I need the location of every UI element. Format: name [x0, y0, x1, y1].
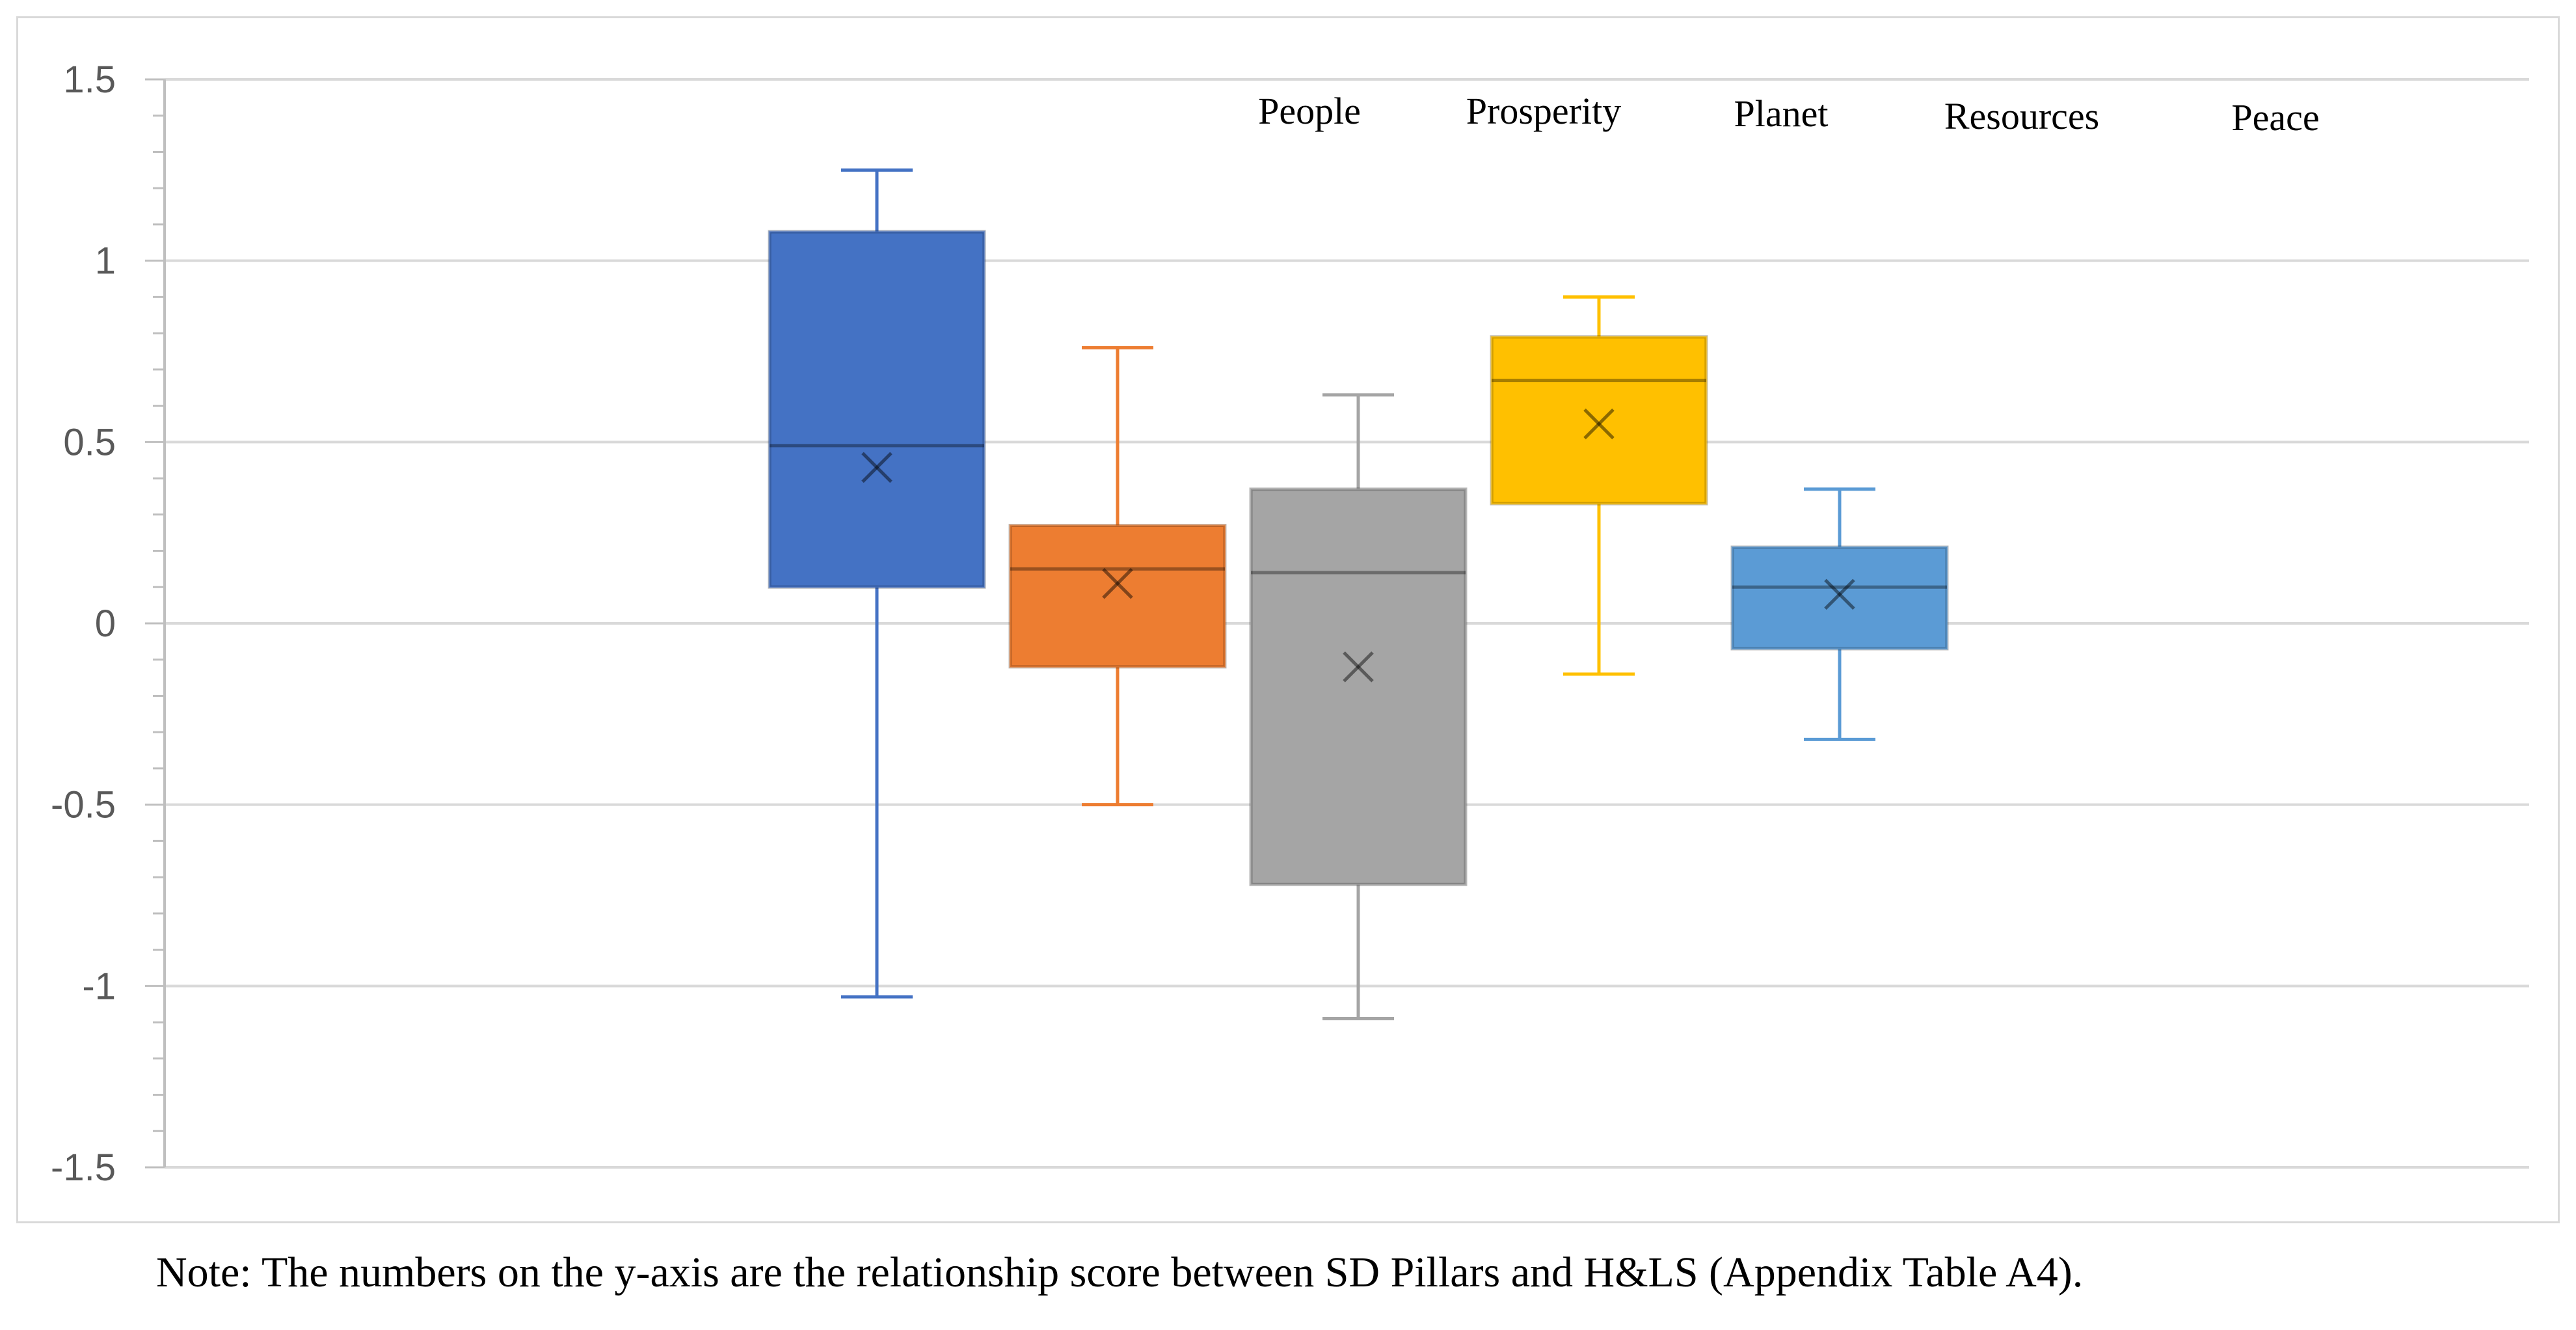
y-axis: 1.5 1 0.5 0 -0.5 -1 -1.5	[51, 59, 166, 1189]
y-tick-label: 0.5	[63, 421, 116, 463]
mean-marker	[1102, 567, 1133, 599]
box-peace	[1730, 487, 1949, 741]
legend-label-prosperity: Prosperity	[1466, 90, 1621, 132]
box-iqr	[1490, 335, 1708, 506]
box-iqr	[1730, 545, 1949, 651]
mean-marker	[1343, 651, 1374, 683]
chart-frame: 1.5 1 0.5 0 -0.5 -1 -1.5 People Prosperity Plane…	[16, 16, 2560, 1223]
box-planet	[1249, 393, 1468, 1020]
mean-marker	[861, 452, 892, 483]
legend-label-planet: Planet	[1734, 92, 1829, 135]
box-plot: 1.5 1 0.5 0 -0.5 -1 -1.5 People Prosperity Plane…	[51, 59, 2529, 1189]
legend-label-resources: Resources	[1944, 95, 2099, 137]
legend: People Prosperity Planet Resources Peace	[1258, 90, 2320, 139]
box-prosperity	[1008, 346, 1227, 807]
box-outline	[1731, 546, 1948, 650]
mean-marker	[1102, 567, 1133, 599]
box-outline	[1250, 488, 1467, 886]
box-outline	[1490, 336, 1708, 505]
box-people	[768, 168, 986, 999]
figure-note: Note: The numbers on the y-axis are the …	[156, 1249, 2084, 1296]
y-tick-label: -1	[82, 965, 116, 1007]
box-outline	[1009, 524, 1226, 668]
mean-marker	[861, 452, 892, 483]
mean-marker	[1824, 578, 1855, 610]
mean-marker	[1343, 651, 1374, 683]
legend-label-people: People	[1258, 90, 1361, 132]
mean-marker	[1824, 578, 1855, 610]
y-tick-label: 1	[95, 240, 116, 282]
mean-marker	[1583, 408, 1615, 440]
y-tick-label: 1.5	[63, 59, 116, 101]
y-tick-label: -0.5	[51, 784, 116, 826]
boxes	[768, 168, 1949, 1020]
box-resources	[1490, 295, 1708, 676]
legend-label-peace: Peace	[2231, 96, 2319, 139]
mean-marker	[1583, 408, 1615, 440]
y-tick-label: -1.5	[51, 1147, 116, 1189]
box-iqr	[1249, 487, 1468, 886]
box-iqr	[768, 230, 986, 589]
box-iqr	[1008, 524, 1227, 669]
box-outline	[768, 230, 986, 588]
y-tick-label: 0	[95, 603, 116, 645]
